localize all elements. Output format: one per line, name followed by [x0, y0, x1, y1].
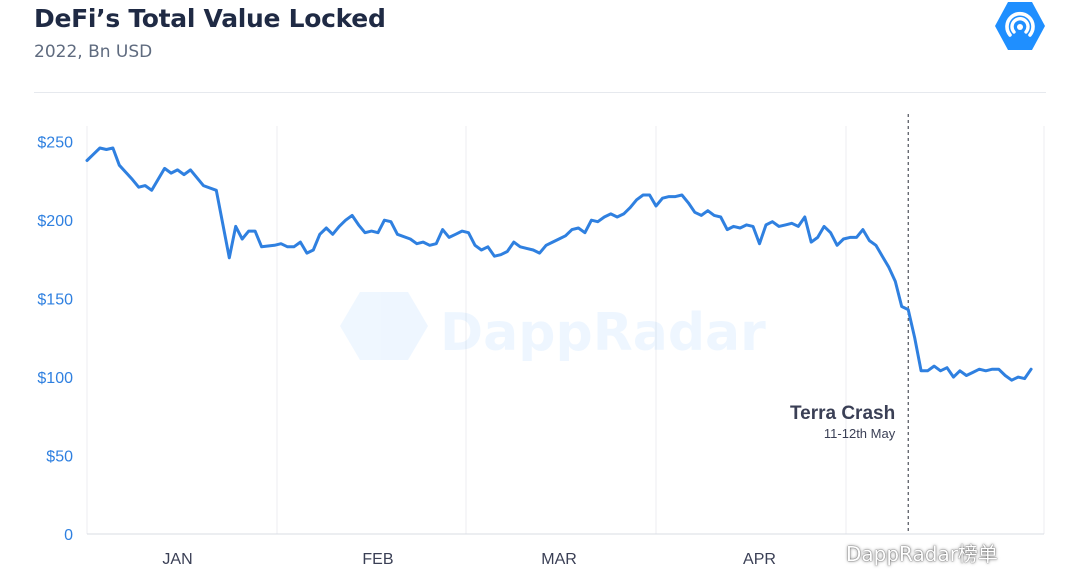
header-divider: [34, 92, 1046, 93]
x-tick-label: APR: [743, 551, 776, 568]
x-tick-label: FEB: [362, 551, 393, 568]
y-tick-label: $200: [37, 213, 73, 230]
wechat-icon: [802, 541, 837, 565]
x-tick-label: JAN: [162, 551, 192, 568]
footer-watermark: DappRadar榜单: [800, 538, 998, 567]
chart-title: DeFi’s Total Value Locked: [34, 4, 386, 33]
y-tick-label: $100: [37, 370, 73, 387]
watermark-text: DappRadar: [440, 303, 766, 363]
y-tick-label: $150: [37, 292, 73, 309]
footer-watermark-text: DappRadar榜单: [846, 542, 998, 566]
terra-crash-label: Terra Crash: [790, 403, 895, 424]
chart-subtitle: 2022, Bn USD: [34, 42, 153, 62]
y-tick-label: $250: [37, 135, 73, 152]
tvl-series-line: [85, 146, 1033, 382]
grid-lines: [86, 126, 1045, 534]
annotation: Terra Crash 11-12th May: [790, 114, 909, 534]
watermark: DappRadar: [340, 292, 766, 363]
x-tick-label: MAR: [541, 551, 577, 568]
y-tick-label: $50: [46, 449, 73, 466]
terra-crash-date-label: 11-12th May: [824, 426, 896, 441]
axes: 0 $50 $100 $150 $200 $250 JAN FEB MAR APR: [37, 135, 1044, 568]
dappradar-logo-icon: [995, 2, 1045, 50]
y-tick-label: 0: [64, 527, 73, 544]
